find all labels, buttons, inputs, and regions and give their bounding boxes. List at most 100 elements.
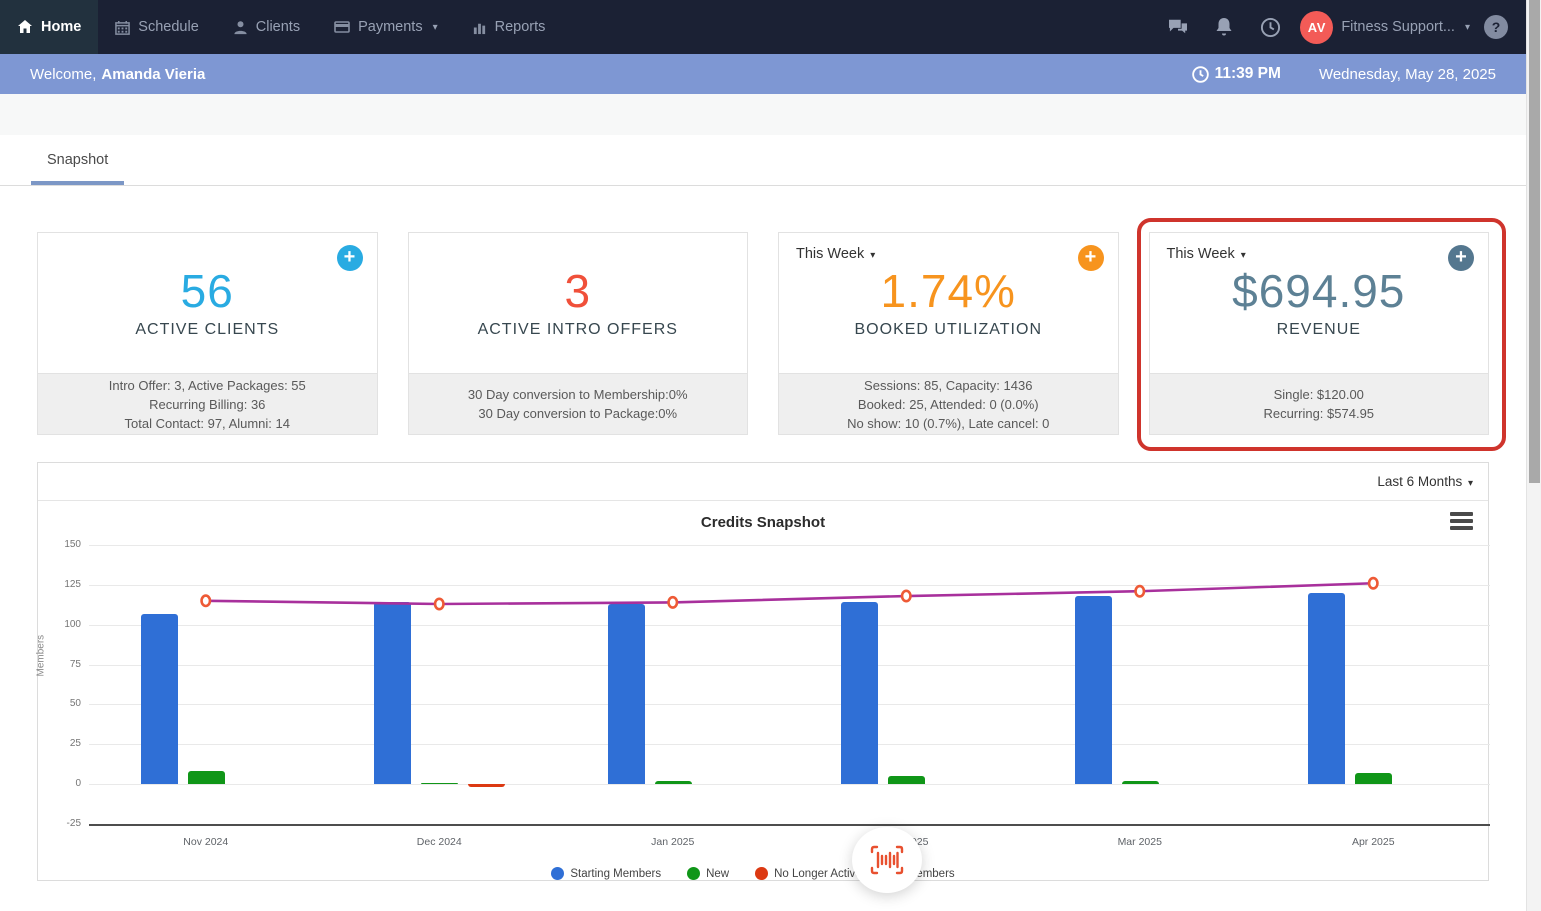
legend-dot (551, 867, 565, 880)
vertical-scrollbar[interactable] (1526, 0, 1541, 911)
add-button[interactable]: + (336, 245, 363, 271)
y-tick-label: -25 (66, 818, 81, 829)
account-name: Fitness Support... (1341, 19, 1455, 35)
gridline (89, 824, 1490, 826)
bar-chart-icon (473, 23, 485, 34)
chevron-down-icon: ▾ (870, 250, 876, 261)
home-icon (18, 20, 32, 33)
credit-card-icon (334, 21, 350, 33)
bar-starting-members-nov-2024 (140, 613, 178, 785)
chart-plot-area: Members 150 125 100 75 50 25 0 -25 Nov 2024 Dec 2… (36, 539, 1490, 848)
active-clients-value: 56 (180, 264, 234, 317)
legend-dot (755, 867, 769, 880)
scrollbar-thumb[interactable] (1529, 0, 1540, 483)
bar-starting-members-mar-2025 (1074, 596, 1112, 785)
help-button[interactable]: ? (1484, 15, 1508, 39)
active-intro-offers-label: ACTIVE INTRO OFFERS (477, 321, 678, 339)
calendar-icon (115, 20, 131, 35)
nav-item-reports[interactable]: Reports (455, 0, 563, 54)
nav-item-home[interactable]: Home (0, 0, 99, 54)
y-tick-label: 100 (64, 618, 81, 630)
detail-line: 30 Day conversion to Package:0% (478, 406, 678, 421)
welcome-right: 11:39 PM Wednesday, May 28, 2025 (1191, 65, 1496, 83)
card-booked-utilization: This Week ▾ + 1.74% BOOKED UTILIZATION S… (778, 232, 1119, 435)
period-label: This Week (1166, 246, 1235, 262)
history-button[interactable] (1254, 11, 1286, 43)
y-tick-label: 150 (64, 539, 81, 550)
chevron-down-icon: ▾ (1464, 21, 1470, 33)
top-navbar: Home Schedule Clients Payments ▾ R (0, 0, 1526, 54)
content-panel: Snapshot + 56 ACTIVE CLIENTS Intro Offer… (0, 135, 1526, 911)
chart-menu-button[interactable] (1450, 512, 1473, 533)
nav-right-controls: AV Fitness Support... ▾ ? (1162, 0, 1526, 54)
y-tick-label: 25 (69, 738, 81, 750)
y-tick-label: 75 (69, 658, 81, 670)
card-active-intro-offers: 3 ACTIVE INTRO OFFERS 30 Day conversion … (407, 232, 748, 435)
x-tick-label: Nov 2024 (183, 836, 229, 848)
detail-line: Recurring Billing: 36 (149, 396, 266, 412)
range-label: Last 6 Months (1377, 474, 1463, 489)
bar-new-jan-2025 (654, 780, 692, 785)
members-line-series (200, 576, 1379, 611)
range-selector[interactable]: Last 6 Months ▾ (1377, 474, 1473, 489)
active-intro-offers-value: 3 (564, 264, 592, 317)
period-selector[interactable]: This Week ▾ (1167, 246, 1246, 262)
card-details: Intro Offer: 3, Active Packages: 55 Recu… (38, 373, 377, 434)
legend-item-new: New (687, 867, 729, 880)
card-active-clients-wrap: + 56 ACTIVE CLIENTS Intro Offer: 3, Acti… (37, 232, 378, 435)
bar-starting-members-feb-2025 (841, 602, 879, 785)
nav-item-label: Payments (358, 19, 423, 35)
nav-item-schedule[interactable]: Schedule (98, 0, 215, 54)
chevron-down-icon: ▾ (1467, 478, 1473, 489)
nav-item-label: Clients (255, 19, 301, 35)
bar-starting-members-apr-2025 (1308, 592, 1346, 785)
line-marker (433, 597, 445, 611)
chart-title: Credits Snapshot (700, 514, 826, 531)
loading-overlay (852, 827, 922, 893)
revenue-value: $694.95 (1232, 264, 1406, 317)
x-tick-label: Mar 2025 (1117, 836, 1162, 848)
person-icon (234, 20, 247, 34)
gridline (89, 744, 1490, 746)
nav-item-payments[interactable]: Payments ▾ (317, 0, 455, 54)
add-button[interactable]: + (1448, 245, 1474, 271)
add-button[interactable]: + (1077, 245, 1104, 271)
y-axis-label: Members (35, 634, 47, 676)
detail-line: Sessions: 85, Capacity: 1436 (864, 377, 1033, 393)
chat-icon (1169, 19, 1188, 34)
detail-line: Intro Offer: 3, Active Packages: 55 (108, 377, 306, 393)
barcode-scan-icon (870, 845, 904, 875)
detail-line: Recurring: $574.95 (1263, 406, 1375, 421)
gridline (89, 624, 1490, 626)
line-marker (1134, 584, 1146, 598)
clock-icon (1260, 17, 1280, 37)
tab-snapshot[interactable]: Snapshot (31, 135, 125, 185)
detail-line: Booked: 25, Attended: 0 (0.0%) (857, 396, 1039, 412)
notifications-button[interactable] (1208, 11, 1240, 43)
card-details: 30 Day conversion to Membership:0% 30 Da… (408, 373, 747, 434)
line-marker (667, 595, 679, 609)
line-marker (1367, 576, 1379, 590)
messages-button[interactable] (1162, 11, 1194, 43)
nav-item-label: Schedule (138, 19, 199, 35)
y-tick-label: 0 (75, 778, 81, 790)
active-clients-label: ACTIVE CLIENTS (135, 321, 280, 339)
period-selector[interactable]: This Week ▾ (796, 246, 875, 262)
chart-legend: Starting Members New No Longer Active Membe… (28, 867, 1478, 880)
account-menu[interactable]: AV Fitness Support... ▾ (1300, 10, 1470, 44)
chart-panel-header: Last 6 Months ▾ (38, 463, 1488, 501)
time-text: 11:39 PM (1214, 65, 1281, 82)
welcome-bar: Welcome, Amanda Vieria 11:39 PM Wednesda… (0, 54, 1526, 94)
line-marker (900, 589, 912, 603)
nav-item-clients[interactable]: Clients (216, 0, 317, 54)
nav-item-label: Reports (494, 19, 546, 35)
stat-cards-row: + 56 ACTIVE CLIENTS Intro Offer: 3, Acti… (37, 218, 1506, 451)
nav-menu: Home Schedule Clients Payments ▾ R (0, 0, 562, 54)
clock-icon (1191, 65, 1209, 83)
avatar: AV (1300, 10, 1334, 44)
bar-new-dec-2024 (421, 782, 459, 785)
tab-bar: Snapshot (0, 135, 1526, 186)
legend-label: New (706, 867, 730, 880)
